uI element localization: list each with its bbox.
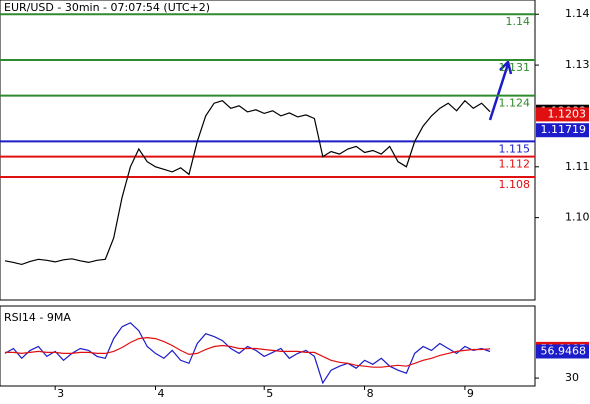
- x-tick-label: 8: [367, 387, 374, 400]
- level-label: 1.108: [499, 178, 531, 191]
- y-tick-label: 1.10: [565, 211, 590, 224]
- series-line: [4, 99, 491, 266]
- y-tick-label: 30: [565, 371, 579, 384]
- rsi-panel: [0, 305, 536, 387]
- rsi-box-label: 56.9468: [541, 344, 587, 357]
- rsi-title: RSI14 - 9MA: [4, 311, 71, 324]
- price-box-label: 1.1203: [548, 107, 587, 120]
- series-line: [4, 322, 491, 385]
- level-label: 1.124: [499, 97, 531, 110]
- x-tick-label: 5: [266, 387, 273, 400]
- level-label: 1.14: [506, 15, 531, 28]
- price-box: [536, 123, 589, 138]
- x-tick-label: 9: [467, 387, 474, 400]
- forecast-arrow: [488, 59, 513, 121]
- price-box: [536, 107, 589, 122]
- level-label: 1.131: [499, 61, 531, 74]
- chart-title: EUR/USD - 30min - 07:07:54 (UTC+2): [4, 1, 210, 14]
- x-tick-label: 3: [57, 387, 64, 400]
- y-tick-label: 1.13: [565, 58, 590, 71]
- level-label: 1.112: [499, 158, 531, 171]
- level-label: 1.115: [499, 142, 531, 155]
- y-tick-label: 1.11: [565, 160, 590, 173]
- main-panel: [0, 0, 536, 301]
- series-line: [5, 336, 491, 368]
- y-tick-label: 1.14: [565, 7, 590, 20]
- x-tick-label: 4: [158, 387, 165, 400]
- rsi-box: [536, 344, 589, 359]
- price-box-label: 1.11719: [541, 123, 587, 136]
